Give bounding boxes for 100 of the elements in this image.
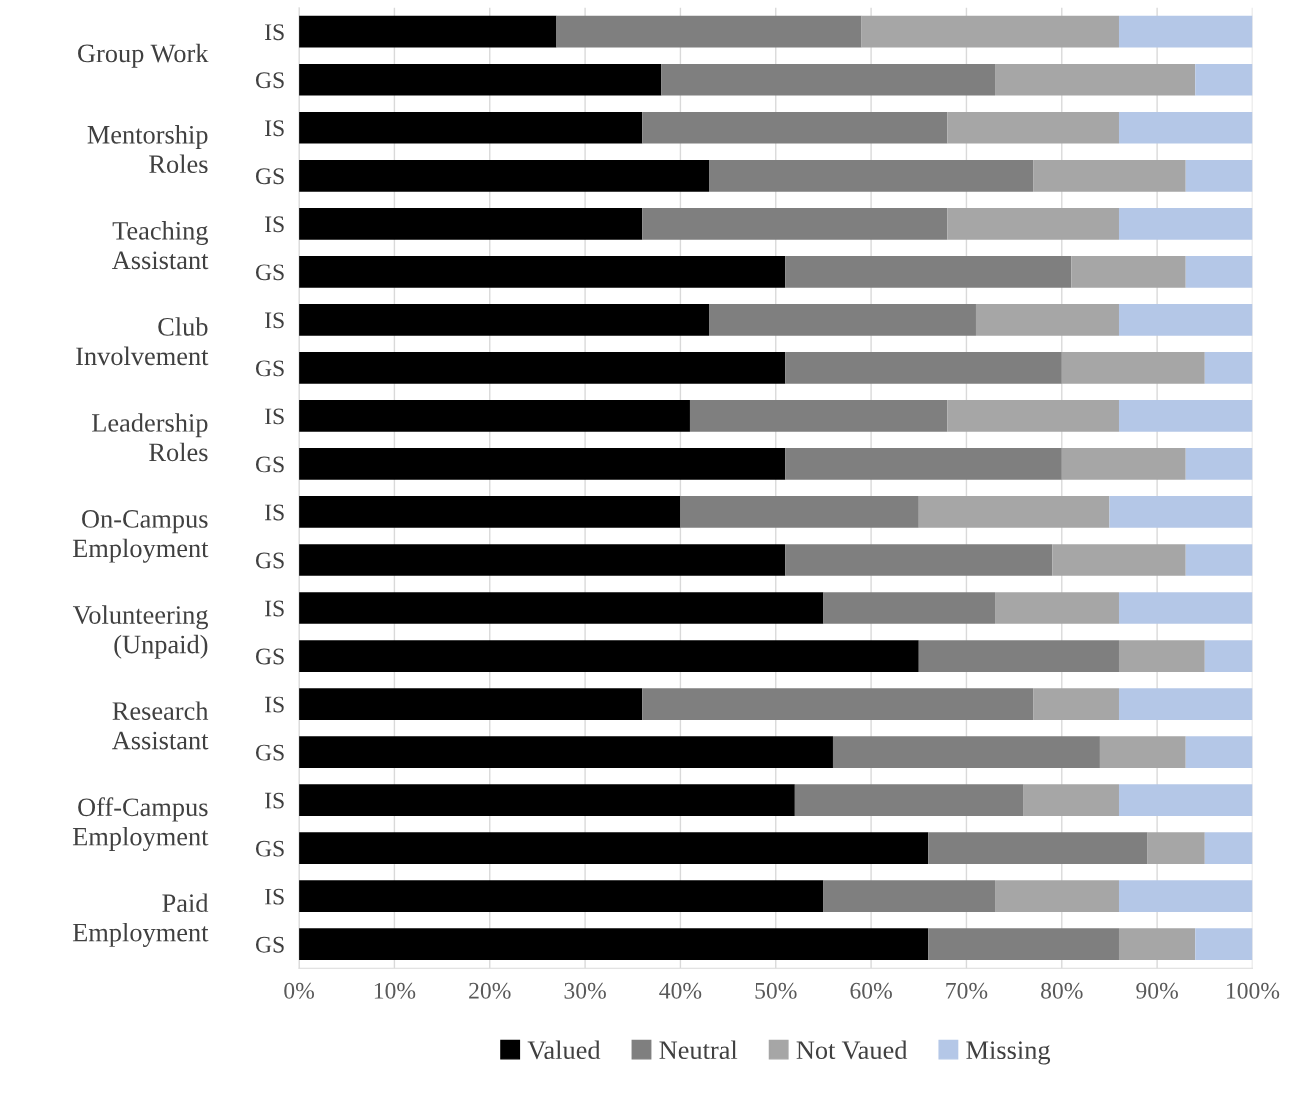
bar [689, 400, 948, 432]
bar [709, 159, 1034, 192]
y-tick-label: GS [255, 72, 284, 89]
y-tick-label: GS [255, 168, 284, 185]
bar [556, 15, 862, 48]
bar [1118, 304, 1253, 336]
bar [995, 880, 1119, 913]
bar [1185, 448, 1253, 480]
bar [1204, 640, 1253, 672]
bar [947, 207, 1119, 240]
legend-label: Not Vaued [796, 1040, 908, 1060]
bar [947, 400, 1119, 432]
bar [1052, 544, 1186, 576]
bar [299, 111, 643, 144]
bar [918, 640, 1119, 672]
y-tick-label: IS [265, 696, 284, 713]
bar [823, 880, 996, 913]
bar [299, 592, 824, 624]
legend-label: Valued [527, 1040, 601, 1060]
bar [1195, 63, 1253, 96]
text: Teaching Assistant [111, 221, 209, 270]
bar [299, 832, 929, 864]
bar [918, 496, 1110, 528]
bar [785, 255, 1072, 288]
bar [1118, 15, 1253, 48]
bar [823, 592, 996, 624]
bar [299, 63, 662, 96]
legend-label: Neutral [659, 1040, 738, 1060]
bar [1099, 736, 1186, 768]
text: Leadership Roles [92, 413, 208, 462]
bar [1118, 207, 1253, 240]
y-tick-label: GS [255, 360, 284, 377]
y-tick-label: GS [255, 840, 284, 857]
bar [1033, 159, 1186, 192]
text: On-Campus Employment [72, 510, 209, 563]
bar [1185, 255, 1253, 288]
legend-label: Missing [966, 1041, 1051, 1065]
bar [861, 15, 1119, 48]
bar [995, 592, 1119, 624]
bar [299, 448, 786, 480]
text: Mentorship Roles [87, 125, 208, 174]
bar [299, 352, 786, 384]
text: Group Work [78, 43, 209, 68]
bar [794, 784, 1024, 816]
y-tick-label: GS [255, 936, 284, 953]
bar [1118, 688, 1253, 720]
text: Club Involvement [76, 317, 209, 366]
x-tick-label: 60% [850, 982, 892, 999]
y-tick-label: GS [255, 648, 284, 665]
bar [1204, 352, 1253, 384]
bar [642, 688, 1034, 720]
y-tick-label: IS [265, 408, 284, 425]
bar [299, 496, 681, 528]
y-tick-label: GS [255, 456, 284, 473]
y-tick-label: IS [265, 600, 284, 617]
y-tick-label: IS [265, 504, 284, 521]
y-tick-label: IS [265, 24, 284, 41]
bar [299, 688, 643, 720]
text: Research Assistant [111, 701, 209, 750]
bar [1185, 159, 1253, 192]
y-tick-label: GS [255, 744, 284, 761]
x-tick-label: 70% [946, 982, 988, 999]
bar [1118, 784, 1253, 816]
bar [1204, 832, 1253, 864]
bar [1118, 928, 1196, 961]
bar [299, 880, 824, 913]
bar [299, 304, 710, 336]
bar [785, 352, 1062, 384]
text: Paid Employment [72, 893, 209, 947]
bar [975, 304, 1119, 336]
bar [299, 159, 710, 192]
bar [1023, 784, 1119, 816]
bar [299, 640, 919, 672]
x-tick-label: 50% [755, 982, 797, 999]
bar [642, 207, 948, 240]
x-tick-label: 100% [1226, 982, 1280, 999]
bar [299, 15, 557, 48]
x-tick-label: 30% [564, 982, 606, 999]
x-tick-label: 20% [469, 982, 511, 999]
bar [642, 111, 948, 144]
bar [299, 207, 643, 240]
bar [928, 832, 1148, 864]
bar [299, 736, 833, 768]
y-tick-label: IS [265, 888, 284, 905]
bar [928, 928, 1119, 961]
bar [299, 784, 795, 816]
bar [1118, 111, 1253, 144]
bar [1118, 400, 1253, 432]
bar [995, 63, 1196, 96]
y-tick-label: IS [265, 120, 284, 137]
y-tick-label: IS [265, 312, 284, 329]
bar [299, 400, 690, 432]
bar [1185, 544, 1253, 576]
bar [1118, 880, 1253, 913]
x-tick-label: 10% [374, 982, 416, 999]
bar [661, 63, 996, 96]
bar [1118, 592, 1253, 624]
bar [1061, 448, 1186, 480]
bar [1195, 928, 1253, 961]
text: Volunteering (Unpaid) [72, 605, 208, 659]
